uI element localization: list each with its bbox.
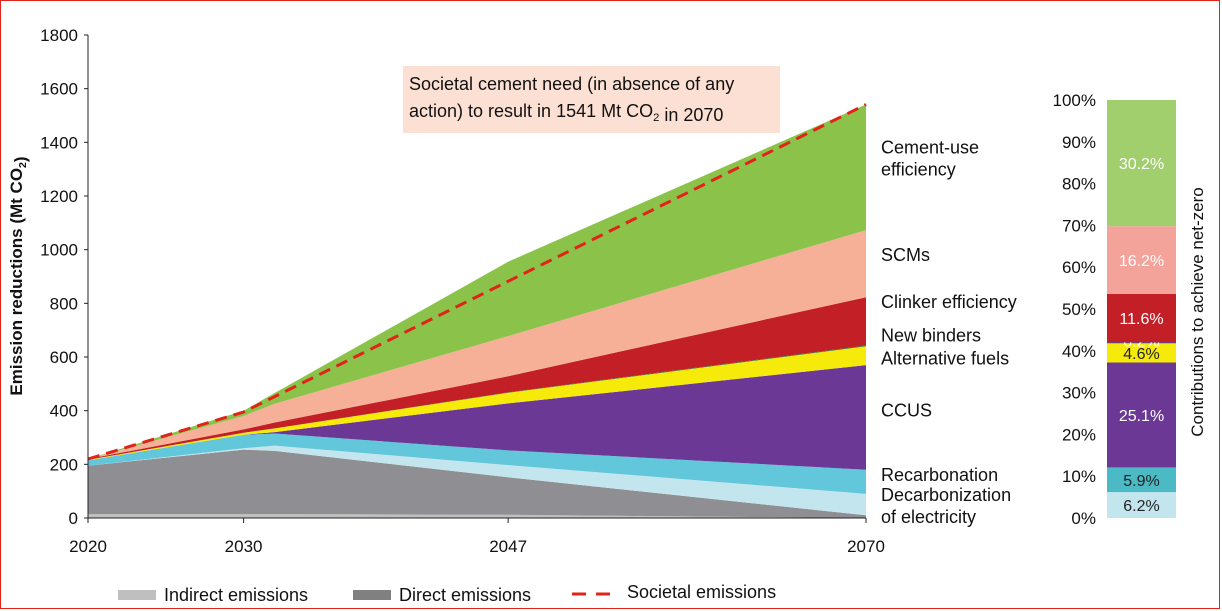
legend-label-direct-emissions: Direct emissions (399, 585, 531, 605)
y-tick-label: 200 (50, 455, 78, 474)
y-tick-label: 600 (50, 348, 78, 367)
contribution-label-recarbonation: 5.9% (1123, 473, 1159, 490)
legend-label-indirect-emissions: Indirect emissions (164, 585, 308, 605)
contribution-label-scms: 16.2% (1119, 253, 1164, 270)
y-tick-label: 0 (69, 509, 78, 528)
contribution-segment-clinker-efficiency (1107, 293, 1176, 343)
area-indirect-emissions (88, 514, 866, 518)
contribution-segment-scms (1107, 226, 1176, 294)
contribution-tick-label: 100% (1053, 91, 1096, 110)
contribution-label-ccus: 25.1% (1119, 408, 1164, 425)
series-label-decarbonization-of-electricity: Decarbonization (881, 485, 1011, 505)
contribution-tick-label: 80% (1062, 175, 1096, 194)
contribution-tick-label: 20% (1062, 425, 1096, 444)
y-tick-label: 400 (50, 402, 78, 421)
series-label-cement-use-efficiency: efficiency (881, 159, 956, 179)
contribution-label-clinker-efficiency: 11.6% (1119, 311, 1163, 328)
annotation-box (403, 66, 780, 133)
area-ccus (88, 365, 866, 470)
y-tick-label: 1400 (40, 133, 78, 152)
contribution-tick-label: 50% (1062, 300, 1096, 319)
series-label-alternative-fuels: Alternative fuels (881, 348, 1009, 368)
series-label-clinker-efficiency: Clinker efficiency (881, 292, 1017, 312)
stacked-areas (87, 103, 867, 518)
contributions-bar: 0% 10% 20% 30% 40% 50% 60% 70% 80% 90% 100% 6.2% 5.9… (1053, 91, 1207, 528)
contribution-label-decarbonization-of-electricity: 6.2% (1123, 498, 1159, 515)
contribution-tick-label: 0% (1071, 509, 1096, 528)
contribution-segment-cement-use-efficiency (1107, 100, 1176, 227)
contribution-tick-label: 10% (1062, 467, 1096, 486)
y-tick-label: 1600 (40, 80, 78, 99)
area-recarbonation (88, 433, 866, 494)
x-tick-label: 2070 (847, 537, 885, 556)
x-tick-label: 2030 (225, 537, 263, 556)
contribution-label-alternative-fuels: 4.6% (1123, 346, 1159, 363)
legend-swatch-indirect-emissions (118, 590, 156, 600)
series-label-cement-use-efficiency: Cement-use (881, 137, 979, 157)
area-scms (88, 230, 866, 459)
contribution-tick-label: 70% (1062, 216, 1096, 235)
area-direct-emissions (88, 449, 866, 518)
y-tick-label: 1200 (40, 187, 78, 206)
series-label-scms: SCMs (881, 245, 930, 265)
contribution-tick-label: 30% (1062, 384, 1096, 403)
y-tick-label: 800 (50, 294, 78, 313)
contribution-tick-label: 60% (1062, 258, 1096, 277)
contribution-segment-new-binders (1107, 342, 1176, 344)
series-label-new-binders: New binders (881, 326, 981, 346)
legend-swatch-direct-emissions (353, 590, 391, 600)
area-cement-use-efficiency (88, 104, 866, 459)
legend: Indirect emissions Direct emissions Societ… (118, 582, 776, 605)
contribution-label-cement-use-efficiency: 30.2% (1119, 156, 1164, 173)
x-tick-label: 2047 (489, 537, 527, 556)
area-alternative-fuels (88, 346, 866, 461)
y-axis-title: Emission reductions (Mt CO2) (7, 156, 30, 395)
contribution-segment-decarbonization-of-electricity (1107, 492, 1176, 518)
series-label-decarbonization-of-electricity: of electricity (881, 507, 976, 527)
contribution-tick-label: 90% (1062, 133, 1096, 152)
x-tick-label: 2020 (69, 537, 107, 556)
contribution-segment-ccus (1107, 362, 1176, 468)
main-axes: 0 200 400 600 800 1000 1200 1400 1600 1800 2020 203… (7, 26, 885, 556)
annotation-callout: Societal cement need (in absence of any a… (403, 66, 780, 133)
societal-emissions-line (87, 103, 867, 461)
contribution-segment-alternative-fuels (1107, 343, 1176, 363)
series-label-ccus: CCUS (881, 401, 932, 421)
annotation-text-line1: Societal cement need (in absence of any (409, 74, 734, 94)
y-tick-label: 1000 (40, 241, 78, 260)
legend-label-societal-emissions: Societal emissions (627, 582, 776, 602)
y-tick-label: 1800 (40, 26, 78, 45)
series-label-recarbonation: Recarbonation (881, 465, 998, 485)
annotation-text-line2: action) to result in 1541 Mt CO2 in 2070 (409, 101, 723, 125)
contribution-tick-label: 40% (1062, 342, 1096, 361)
contribution-axis-title: Contributions to achieve net-zero (1188, 187, 1207, 436)
contribution-segment-recarbonation (1107, 467, 1176, 493)
